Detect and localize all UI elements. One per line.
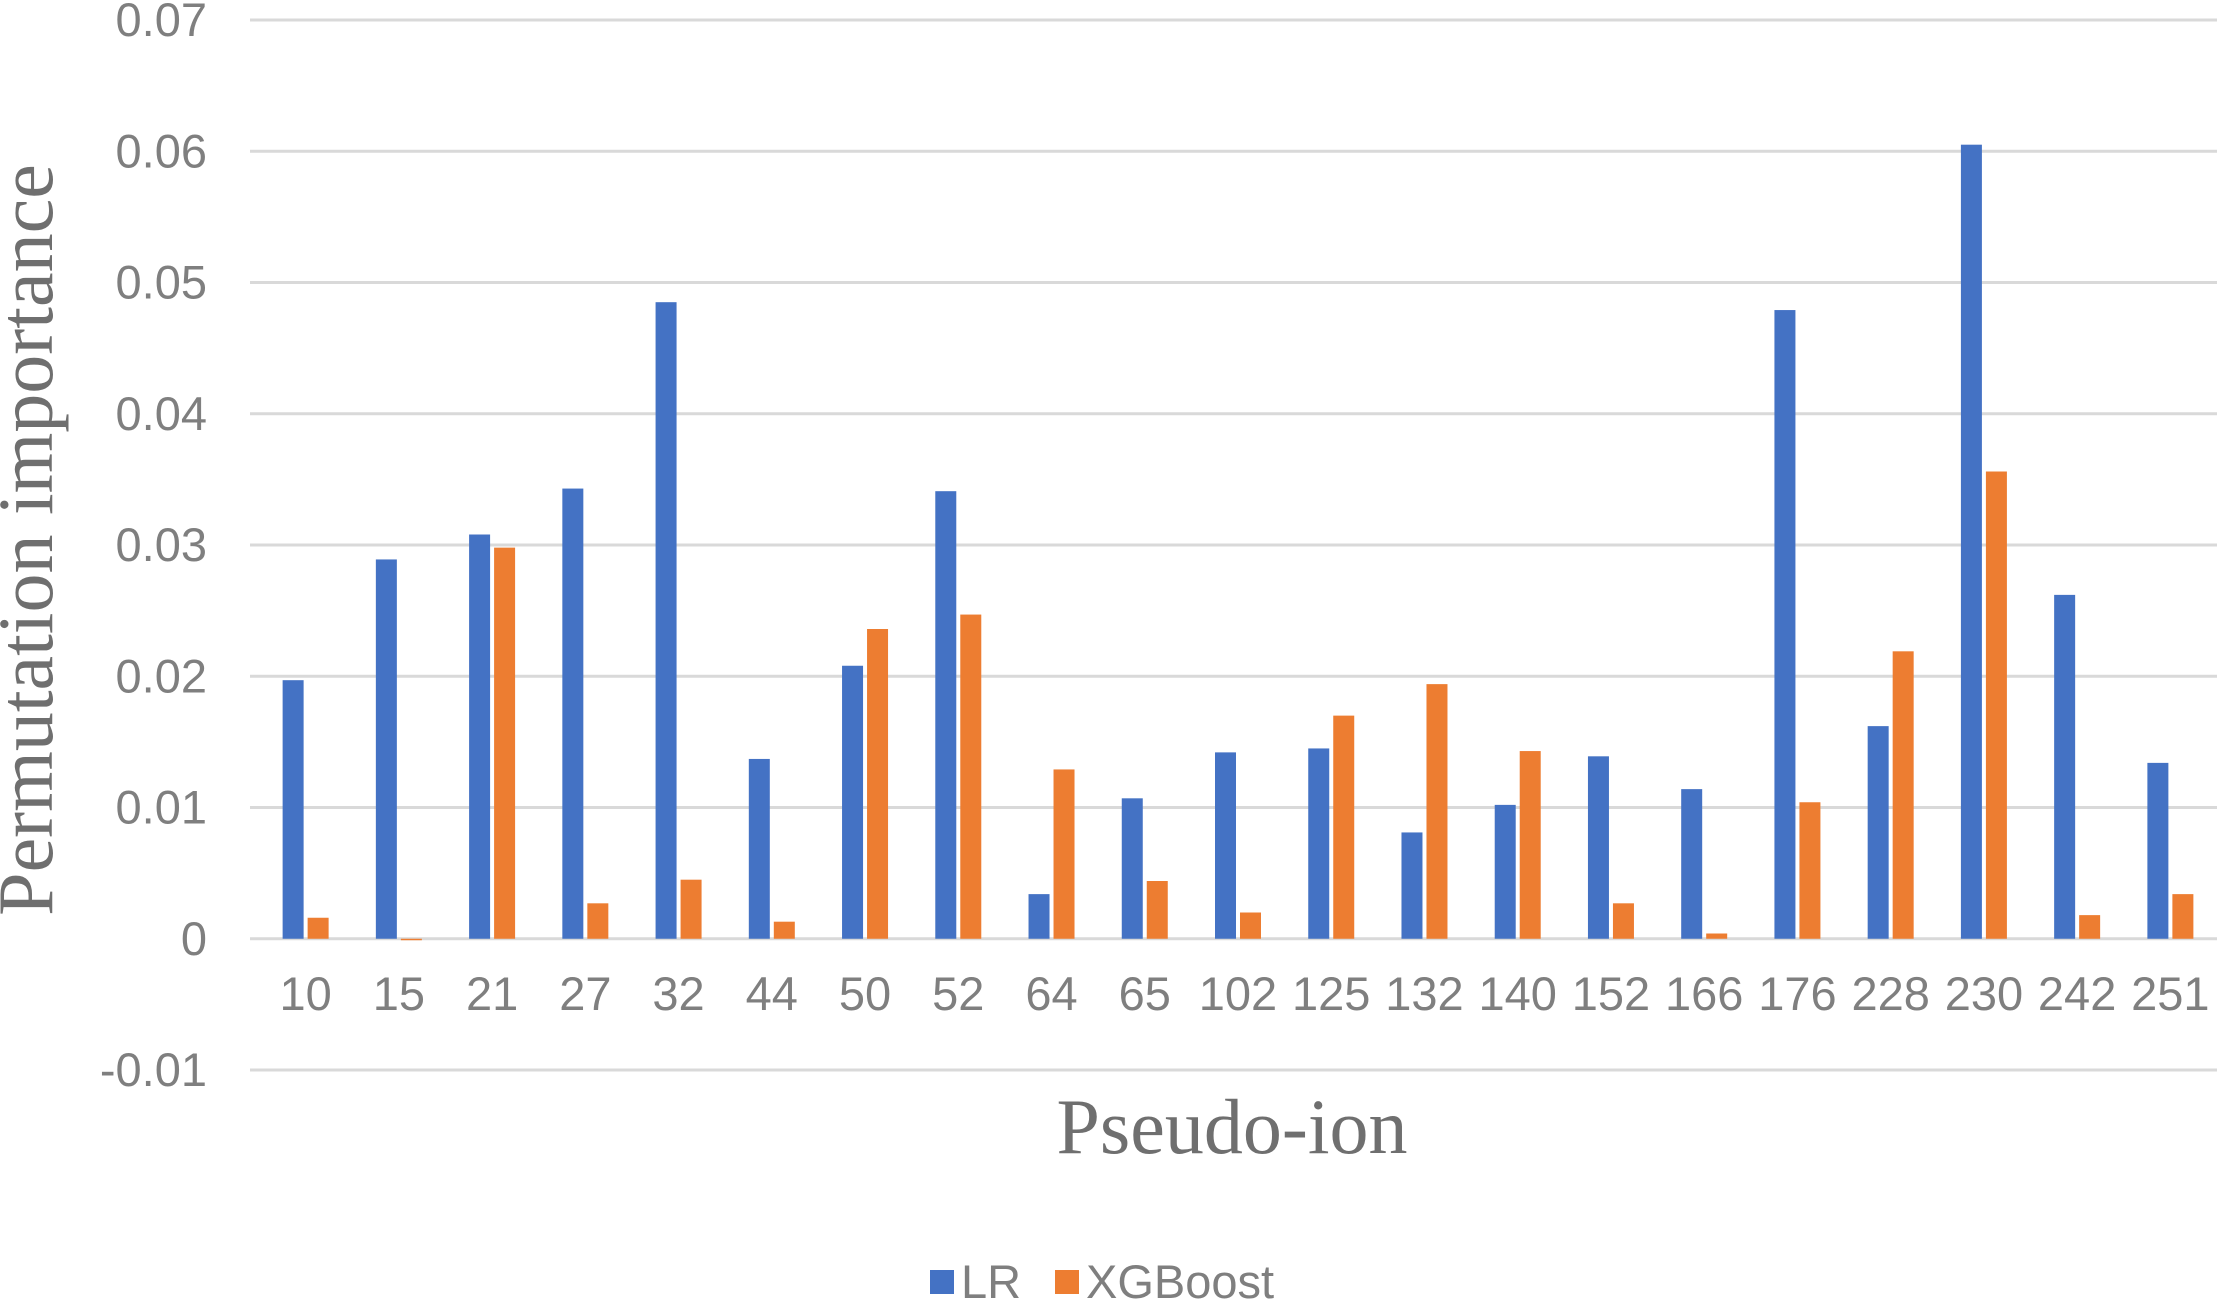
bar-xgboost-102 <box>1240 912 1261 939</box>
bar-xgboost-132 <box>1426 684 1448 939</box>
legend: LR XGBoost <box>930 1255 1274 1304</box>
y-tick-label: 0.06 <box>116 124 207 177</box>
x-tick-label: 32 <box>652 967 704 1020</box>
bar-xgboost-65 <box>1146 881 1168 939</box>
x-tick-label: 27 <box>559 967 611 1020</box>
bar-xgboost-140 <box>1519 751 1541 939</box>
x-tick-label: 50 <box>839 967 891 1020</box>
bar-lr-230 <box>1960 144 1982 939</box>
legend-swatch-xgboost <box>1055 1270 1079 1294</box>
bar-lr-15 <box>375 559 397 939</box>
bar-xgboost-27 <box>587 903 609 939</box>
x-tick-label: 65 <box>1119 967 1171 1020</box>
bar-lr-32 <box>655 302 677 939</box>
bar-xgboost-10 <box>307 917 329 939</box>
x-tick-label: 44 <box>746 967 798 1020</box>
x-tick-label: 15 <box>373 967 425 1020</box>
bar-xgboost-32 <box>680 879 702 939</box>
x-tick-label: 102 <box>1199 967 1277 1020</box>
x-axis-title: Pseudo-ion <box>1057 1083 1408 1170</box>
bar-lr-65 <box>1121 798 1143 939</box>
bars <box>282 144 2194 941</box>
bar-lr-242 <box>2054 594 2076 939</box>
x-tick-label: 176 <box>1758 967 1836 1020</box>
x-tick-label: 251 <box>2131 967 2209 1020</box>
bar-lr-251 <box>2147 762 2169 939</box>
bar-xgboost-242 <box>2079 915 2101 939</box>
bar-lr-50 <box>842 665 864 939</box>
x-tick-label: 140 <box>1479 967 1557 1020</box>
y-tick-label: 0.03 <box>116 518 207 571</box>
x-tick-label: 230 <box>1945 967 2023 1020</box>
bar-lr-64 <box>1028 894 1050 939</box>
y-tick-label: 0.05 <box>116 256 207 309</box>
y-tick-label: 0.01 <box>116 781 207 834</box>
y-tick-label: 0.02 <box>116 649 207 702</box>
bar-xgboost-125 <box>1333 715 1355 939</box>
y-axis-title: Permutation importance <box>0 164 69 916</box>
y-tick-label: 0.07 <box>116 0 207 46</box>
x-tick-label: 228 <box>1851 967 1929 1020</box>
bar-xgboost-64 <box>1053 769 1075 939</box>
x-tick-label: 132 <box>1385 967 1463 1020</box>
bar-xgboost-50 <box>867 629 889 939</box>
bar-xgboost-176 <box>1799 802 1821 939</box>
x-tick-labels: 10 15 21 27 32 44 50 52 64 65 102 125 132 140 152 166 17… <box>279 967 2209 1020</box>
x-tick-label: 10 <box>279 967 331 1020</box>
x-tick-label: 152 <box>1572 967 1650 1020</box>
bar-lr-21 <box>469 534 491 939</box>
bar-lr-102 <box>1215 752 1236 939</box>
x-tick-label: 52 <box>932 967 984 1020</box>
bar-lr-10 <box>282 680 304 939</box>
legend-label-lr: LR <box>961 1255 1021 1304</box>
bar-xgboost-230 <box>1985 471 2007 939</box>
y-tick-label: -0.01 <box>100 1043 207 1096</box>
bar-lr-44 <box>748 758 770 939</box>
bar-xgboost-52 <box>960 614 982 939</box>
legend-label-xgboost: XGBoost <box>1086 1255 1274 1304</box>
bar-xgboost-228 <box>1892 651 1914 939</box>
bar-xgboost-44 <box>773 921 795 939</box>
x-tick-label: 125 <box>1292 967 1370 1020</box>
y-tick-labels: -0.01 0 0.01 0.02 0.03 0.04 0.05 0.06 0.07 <box>100 0 207 1096</box>
x-tick-label: 166 <box>1665 967 1743 1020</box>
legend-swatch-lr <box>930 1270 954 1294</box>
bar-xgboost-21 <box>494 547 516 939</box>
x-tick-label: 64 <box>1025 967 1077 1020</box>
bar-lr-140 <box>1494 804 1516 939</box>
bar-lr-132 <box>1401 832 1423 939</box>
bar-lr-166 <box>1681 789 1703 939</box>
x-tick-label: 21 <box>466 967 518 1020</box>
bar-lr-176 <box>1774 310 1796 939</box>
bar-xgboost-166 <box>1706 933 1728 939</box>
bar-lr-52 <box>935 491 957 939</box>
bar-lr-27 <box>562 488 584 939</box>
y-tick-label: 0 <box>181 912 207 965</box>
y-tick-label: 0.04 <box>116 387 207 440</box>
bar-xgboost-152 <box>1612 903 1634 939</box>
bar-xgboost-15 <box>400 938 422 941</box>
bar-lr-125 <box>1308 748 1330 939</box>
bar-lr-228 <box>1867 726 1889 939</box>
bar-lr-152 <box>1587 756 1609 939</box>
x-tick-label: 242 <box>2038 967 2116 1020</box>
bar-xgboost-251 <box>2172 894 2194 939</box>
